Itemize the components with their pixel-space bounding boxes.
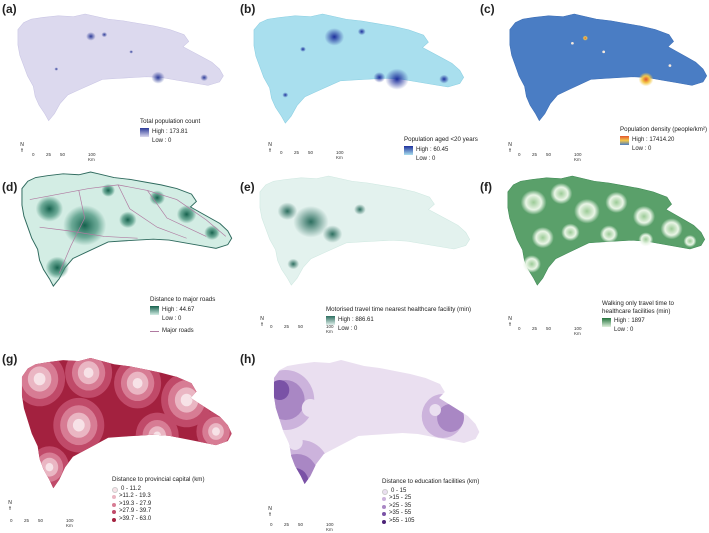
class-label: 0 - 15 [391, 487, 407, 494]
class-label: >55 - 105 [389, 517, 415, 524]
panel-label-c: (c) [480, 2, 495, 16]
class-swatch [382, 497, 386, 501]
scale-bar-f: 0 25 50 100 Km [518, 326, 582, 336]
map-e [259, 175, 471, 286]
panel-label-h: (h) [240, 352, 256, 366]
legend-title: Motorised travel time nearest healthcare… [326, 306, 472, 313]
legend-low: Low : 0 [162, 315, 182, 322]
legend-d: Distance to major roads High : 44.67 Low… [150, 296, 215, 335]
legend-high: High : 173.81 [152, 128, 188, 135]
legend-a: Total population count High : 173.81 Low… [140, 118, 200, 146]
class-swatch [112, 495, 116, 499]
legend-high: High : 1897 [614, 318, 645, 325]
panel-label-d: (d) [2, 180, 18, 194]
legend-high: High : 44.67 [162, 306, 195, 313]
legend-title: Distance to major roads [150, 296, 216, 303]
legend-high: High : 886.61 [338, 316, 374, 323]
scale-bar-b: 0 25 50 100 Km [280, 150, 344, 160]
legend-high: High : 17414.20 [632, 136, 675, 143]
legend-b: Population aged <20 years High : 60.45 L… [404, 136, 478, 164]
legend-title-line-2: healthcare facilities (min) [602, 307, 671, 315]
legend-title: Distance to provincial capital (km) [112, 476, 205, 483]
map-c [509, 13, 708, 122]
legend-low: Low : 0 [338, 325, 358, 332]
legend-title: Total population count [140, 118, 201, 125]
road-line-icon [150, 331, 159, 332]
color-ramp [140, 127, 149, 137]
class-swatch [112, 486, 118, 493]
color-ramp [602, 317, 611, 327]
legend-title: Population aged <20 years [404, 136, 478, 143]
class-swatch [382, 512, 386, 516]
scale-bar-e: 0 25 50 100 Km [270, 324, 334, 334]
class-label: >19.3 - 27.9 [119, 500, 152, 507]
legend-roads: Major roads [162, 327, 194, 334]
map-d [21, 171, 233, 287]
map-b [253, 13, 465, 124]
legend-e: Motorised travel time nearest healthcare… [326, 306, 471, 334]
scale-bar-h: 0 25 50 100 Km [270, 522, 334, 532]
north-arrow-icon-h: N ⇑ [267, 506, 273, 518]
north-arrow-icon-c: N ⇑ [507, 142, 513, 154]
panel-label-g: (g) [2, 352, 18, 366]
class-swatch [112, 517, 116, 522]
legend-title-line-1: Walking only travel time to [602, 300, 674, 307]
legend-title: Distance to education facilities (km) [382, 478, 480, 485]
scale-bar-c: 0 25 50 100 Km [518, 152, 582, 162]
class-label: >39.7 - 63.0 [119, 515, 152, 522]
legend-g: Distance to provincial capital (km) 0 - … [112, 476, 205, 523]
legend-low: Low : 0 [614, 327, 634, 334]
legend-title: Population density (people/km²) [620, 126, 708, 133]
color-ramp [404, 145, 413, 155]
class-label: >27.9 - 39.7 [119, 508, 152, 515]
legend-h: Distance to education facilities (km) 0 … [382, 478, 479, 525]
class-label: >11.2 - 19.3 [119, 493, 151, 500]
panel-label-b: (b) [240, 2, 256, 16]
north-arrow-icon-f: N ⇑ [507, 316, 513, 328]
north-arrow-icon-b: N ⇑ [267, 142, 273, 154]
class-label: 0 - 11.2 [121, 485, 141, 492]
legend-high: High : 60.45 [416, 146, 449, 153]
scale-bar-a: 0 25 50 100 Km [32, 152, 96, 162]
color-ramp [326, 315, 335, 325]
map-f [507, 175, 706, 286]
class-swatch [382, 519, 386, 524]
class-swatch [112, 510, 116, 514]
legend-low: Low : 0 [632, 145, 652, 152]
north-arrow-icon-g: N ⇑ [7, 500, 13, 512]
map-g [21, 358, 232, 489]
north-arrow-icon-e: N ⇑ [259, 316, 265, 328]
panel-label-e: (e) [240, 180, 255, 194]
color-ramp [620, 135, 629, 145]
legend-low: Low : 0 [416, 155, 436, 162]
class-label: >35 - 55 [389, 510, 412, 517]
legend-c: Population density (people/km²) High : 1… [620, 126, 707, 154]
legend-low: Low : 0 [152, 137, 172, 144]
class-swatch [382, 504, 386, 509]
panel-label-f: (f) [480, 180, 492, 194]
scale-bar-g: 0 25 50 100 Km [10, 518, 74, 528]
color-ramp [150, 305, 159, 315]
class-label: >25 - 35 [389, 502, 412, 509]
class-swatch [382, 488, 388, 495]
class-label: >15 - 25 [389, 495, 412, 502]
panel-label-a: (a) [2, 2, 17, 16]
class-swatch [112, 502, 116, 507]
north-arrow-icon-a: N ⇑ [19, 142, 25, 154]
legend-f: Walking only travel time to healthcare f… [602, 300, 674, 336]
map-a [17, 13, 224, 122]
